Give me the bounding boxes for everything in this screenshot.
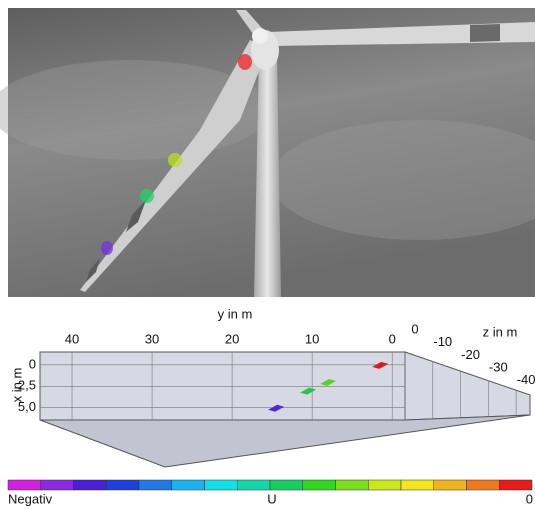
sensor-patch	[238, 54, 252, 70]
colorbar-segment	[74, 480, 107, 490]
y-tick-label: 30	[145, 331, 159, 346]
colorbar-segment	[139, 480, 172, 490]
y-axis-label: y in m	[218, 306, 253, 321]
figure: 40302010002,55,00-10-20-30-40 y in m z i…	[0, 0, 535, 509]
x-axis-label: x in m	[9, 368, 24, 403]
y-tick-label: 0	[389, 331, 396, 346]
z-tick-label: -10	[433, 334, 452, 349]
z-tick-label: -40	[517, 372, 535, 387]
colorbar-title: U	[267, 491, 276, 506]
floor	[40, 415, 530, 467]
colorbar-segment	[106, 480, 139, 490]
z-axis-label: z in m	[483, 324, 518, 339]
colorbar-segment	[303, 480, 336, 490]
blade-mark	[470, 24, 500, 42]
colorbar-segment	[467, 480, 500, 490]
sensor-patch	[140, 189, 154, 203]
x-tick-label: 0	[29, 356, 36, 371]
colorbar-low-label: Negativ	[8, 491, 53, 506]
plot-box	[40, 352, 530, 467]
y-tick-label: 40	[65, 331, 79, 346]
photo	[0, 8, 535, 297]
colorbar-segment	[8, 480, 41, 490]
z-tick-label: -20	[461, 347, 480, 362]
colorbar-segment	[336, 480, 369, 490]
side-wall	[405, 352, 530, 420]
colorbar-segment	[205, 480, 238, 490]
sensor-patch	[101, 241, 113, 255]
colorbar-high-label: 0	[526, 491, 533, 506]
colorbar-segment	[401, 480, 434, 490]
sensor-patch	[168, 153, 182, 167]
hub	[252, 28, 268, 44]
colorbar-segment	[499, 480, 532, 490]
y-tick-label: 20	[225, 331, 239, 346]
z-tick-label: 0	[411, 321, 418, 336]
colorbar-segment	[237, 480, 270, 490]
colorbar-segment	[434, 480, 467, 490]
colorbar-segment	[41, 480, 74, 490]
y-tick-label: 10	[305, 331, 319, 346]
page: 40302010002,55,00-10-20-30-40 y in m z i…	[0, 0, 535, 509]
colorbar-segment	[172, 480, 205, 490]
z-tick-label: -30	[489, 359, 508, 374]
colorbar-segment	[270, 480, 303, 490]
colorbar-segment	[368, 480, 401, 490]
